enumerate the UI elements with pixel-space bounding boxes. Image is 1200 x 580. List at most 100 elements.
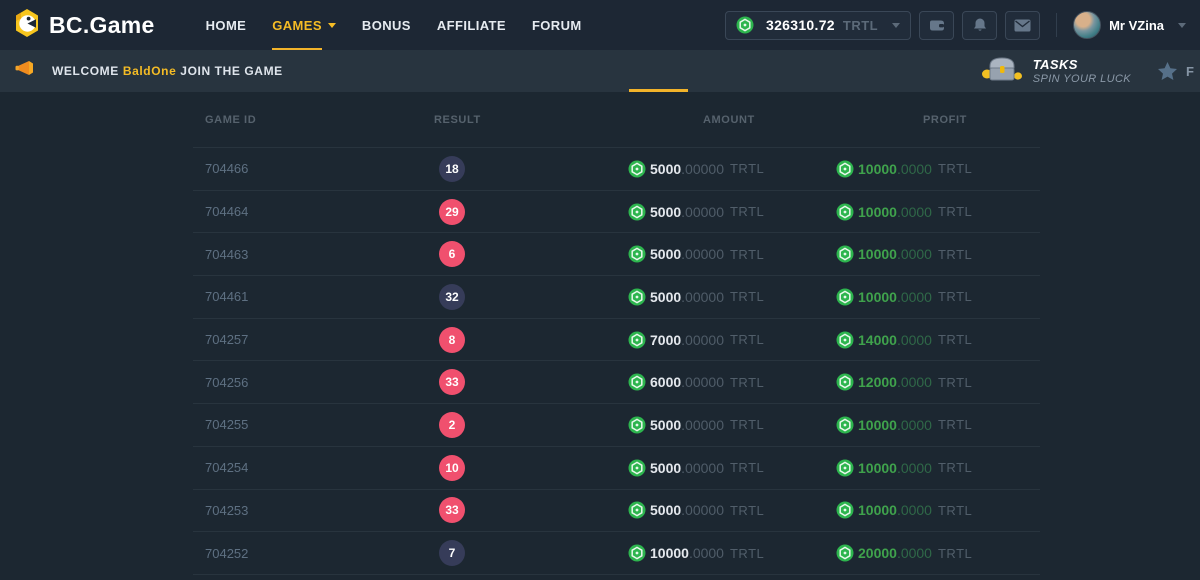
navbar-right: 326310.72 TRTL Mr VZina — [724, 10, 1186, 40]
profit-cell: 10000.0000 TRTL — [818, 288, 1040, 306]
table-row[interactable]: 704253 33 5000.00000 TRTL — [193, 490, 1040, 533]
balance-selector[interactable]: 326310.72 TRTL — [724, 10, 912, 40]
table-row[interactable]: 704255 2 5000.00000 TRTL — [193, 404, 1040, 447]
result-badge: 8 — [439, 326, 465, 353]
profit-currency: TRTL — [937, 332, 973, 348]
amount-cell: 5000.00000 TRTL — [610, 160, 818, 178]
profit-cell: 20000.0000 TRTL — [818, 544, 1040, 562]
result-cell: 7 — [420, 540, 610, 567]
result-badge: 33 — [439, 497, 465, 524]
megaphone-icon — [14, 59, 36, 83]
result-cell: 6 — [420, 241, 610, 268]
nav-item-bonus[interactable]: BONUS — [361, 17, 411, 33]
profit-value: 10000.0000 — [858, 160, 932, 177]
welcome-username: BaldOne — [122, 64, 177, 78]
amount-value: 5000.00000 — [650, 246, 724, 263]
tasks-widget[interactable]: TASKS SPIN YOUR LUCK — [981, 54, 1131, 89]
profit-currency: TRTL — [937, 246, 973, 262]
profit-currency: TRTL — [937, 204, 973, 220]
result-cell: 8 — [420, 326, 610, 353]
amount-cell: 5000.00000 TRTL — [610, 416, 818, 434]
result-badge: 10 — [439, 454, 465, 481]
messages-button[interactable] — [1005, 10, 1041, 40]
table-row[interactable]: 704256 33 6000.00000 TRTL — [193, 361, 1040, 405]
balance-amount: 326310.72 — [765, 17, 835, 33]
nav-item-forum[interactable]: FORUM — [531, 17, 582, 33]
amount-cell: 7000.00000 TRTL — [610, 331, 818, 349]
bcgame-logo-icon — [14, 8, 40, 43]
header-amount: AMOUNT — [703, 113, 755, 126]
amount-value: 6000.00000 — [650, 374, 724, 391]
brand-logo[interactable]: BC.Game — [14, 8, 155, 43]
amount-currency: TRTL — [729, 502, 765, 518]
amount-currency: TRTL — [729, 246, 765, 262]
amount-value: 5000.00000 — [650, 288, 724, 305]
result-cell: 10 — [420, 454, 610, 481]
profit-cell: 10000.0000 TRTL — [818, 416, 1040, 434]
table-body: 704466 18 5000.00000 TRTL — [193, 148, 1040, 575]
nav-item-affiliate[interactable]: AFFILIATE — [436, 17, 506, 33]
result-badge: 18 — [439, 155, 465, 182]
amount-value: 5000.00000 — [650, 203, 724, 220]
profit-currency: TRTL — [937, 289, 973, 305]
trtl-coin-icon — [836, 331, 854, 349]
trtl-coin-icon — [628, 245, 646, 263]
trtl-coin-icon — [628, 203, 646, 221]
result-badge: 6 — [439, 241, 465, 268]
nav-item-home[interactable]: HOME — [205, 17, 247, 33]
trtl-coin-icon — [628, 331, 646, 349]
trtl-coin-icon — [836, 416, 854, 434]
result-cell: 2 — [420, 411, 610, 438]
amount-cell: 10000.0000 TRTL — [610, 544, 818, 562]
game-id-cell: 704257 — [205, 332, 249, 348]
main-nav: HOME GAMES BONUS AFFILIATE FORUM — [193, 0, 595, 52]
table-row[interactable]: 704257 8 7000.00000 TRTL — [193, 319, 1040, 362]
profit-value: 12000.0000 — [858, 374, 932, 391]
result-cell: 33 — [420, 369, 610, 396]
profit-cell: 14000.0000 TRTL — [818, 331, 1040, 349]
amount-value: 5000.00000 — [650, 502, 724, 519]
table-row[interactable]: 704464 29 5000.00000 TRTL — [193, 191, 1040, 234]
notifications-button[interactable] — [962, 10, 998, 40]
table-row[interactable]: 704254 10 5000.00000 TRTL — [193, 447, 1040, 490]
tasks-subtitle: SPIN YOUR LUCK — [1032, 73, 1132, 85]
amount-currency: TRTL — [729, 161, 765, 177]
profit-value: 10000.0000 — [858, 246, 932, 263]
chevron-down-icon — [327, 22, 336, 28]
top-navbar: BC.Game HOME GAMES BONUS AFFILIATE FORUM… — [0, 0, 1200, 52]
table-row[interactable]: 704461 32 5000.00000 TRTL — [193, 276, 1040, 319]
star-icon — [1158, 62, 1178, 80]
result-badge: 32 — [439, 283, 465, 310]
trtl-coin-icon — [836, 544, 854, 562]
chevron-down-icon — [1178, 22, 1186, 28]
profit-cell: 10000.0000 TRTL — [818, 501, 1040, 519]
result-badge: 2 — [439, 411, 465, 438]
game-id-cell: 704256 — [205, 374, 249, 390]
chevron-down-icon — [892, 22, 901, 28]
table-row[interactable]: 704463 6 5000.00000 TRTL — [193, 233, 1040, 277]
user-menu[interactable]: Mr VZina — [1073, 11, 1186, 39]
bet-history-table: GAME ID RESULT AMOUNT PROFIT 704466 18 5… — [193, 92, 1040, 575]
header-game-id: GAME ID — [205, 113, 257, 126]
amount-cell: 5000.00000 TRTL — [610, 203, 818, 221]
result-badge: 29 — [439, 198, 465, 225]
amount-currency: TRTL — [729, 545, 765, 561]
table-row[interactable]: 704466 18 5000.00000 TRTL — [193, 148, 1040, 191]
amount-cell: 5000.00000 TRTL — [610, 288, 818, 306]
profit-cell: 10000.0000 TRTL — [818, 459, 1040, 477]
tasks-title: TASKS — [1032, 57, 1078, 72]
fairness-widget[interactable]: F — [1157, 61, 1194, 81]
result-cell: 18 — [420, 155, 610, 182]
profit-currency: TRTL — [937, 417, 973, 433]
profit-currency: TRTL — [937, 502, 973, 518]
game-id-cell: 704461 — [205, 289, 249, 305]
welcome-banner: WELCOME BaldOne JOIN THE GAME TASKS SPIN… — [0, 50, 1200, 92]
nav-item-games[interactable]: GAMES — [259, 0, 349, 52]
wallet-button[interactable] — [919, 10, 955, 40]
profit-cell: 12000.0000 TRTL — [818, 373, 1040, 391]
table-row[interactable]: 704252 7 10000.0000 TRTL — [193, 532, 1040, 575]
envelope-icon — [1014, 19, 1031, 31]
amount-value: 5000.00000 — [650, 459, 724, 476]
amount-cell: 6000.00000 TRTL — [610, 373, 818, 391]
avatar — [1073, 11, 1102, 39]
